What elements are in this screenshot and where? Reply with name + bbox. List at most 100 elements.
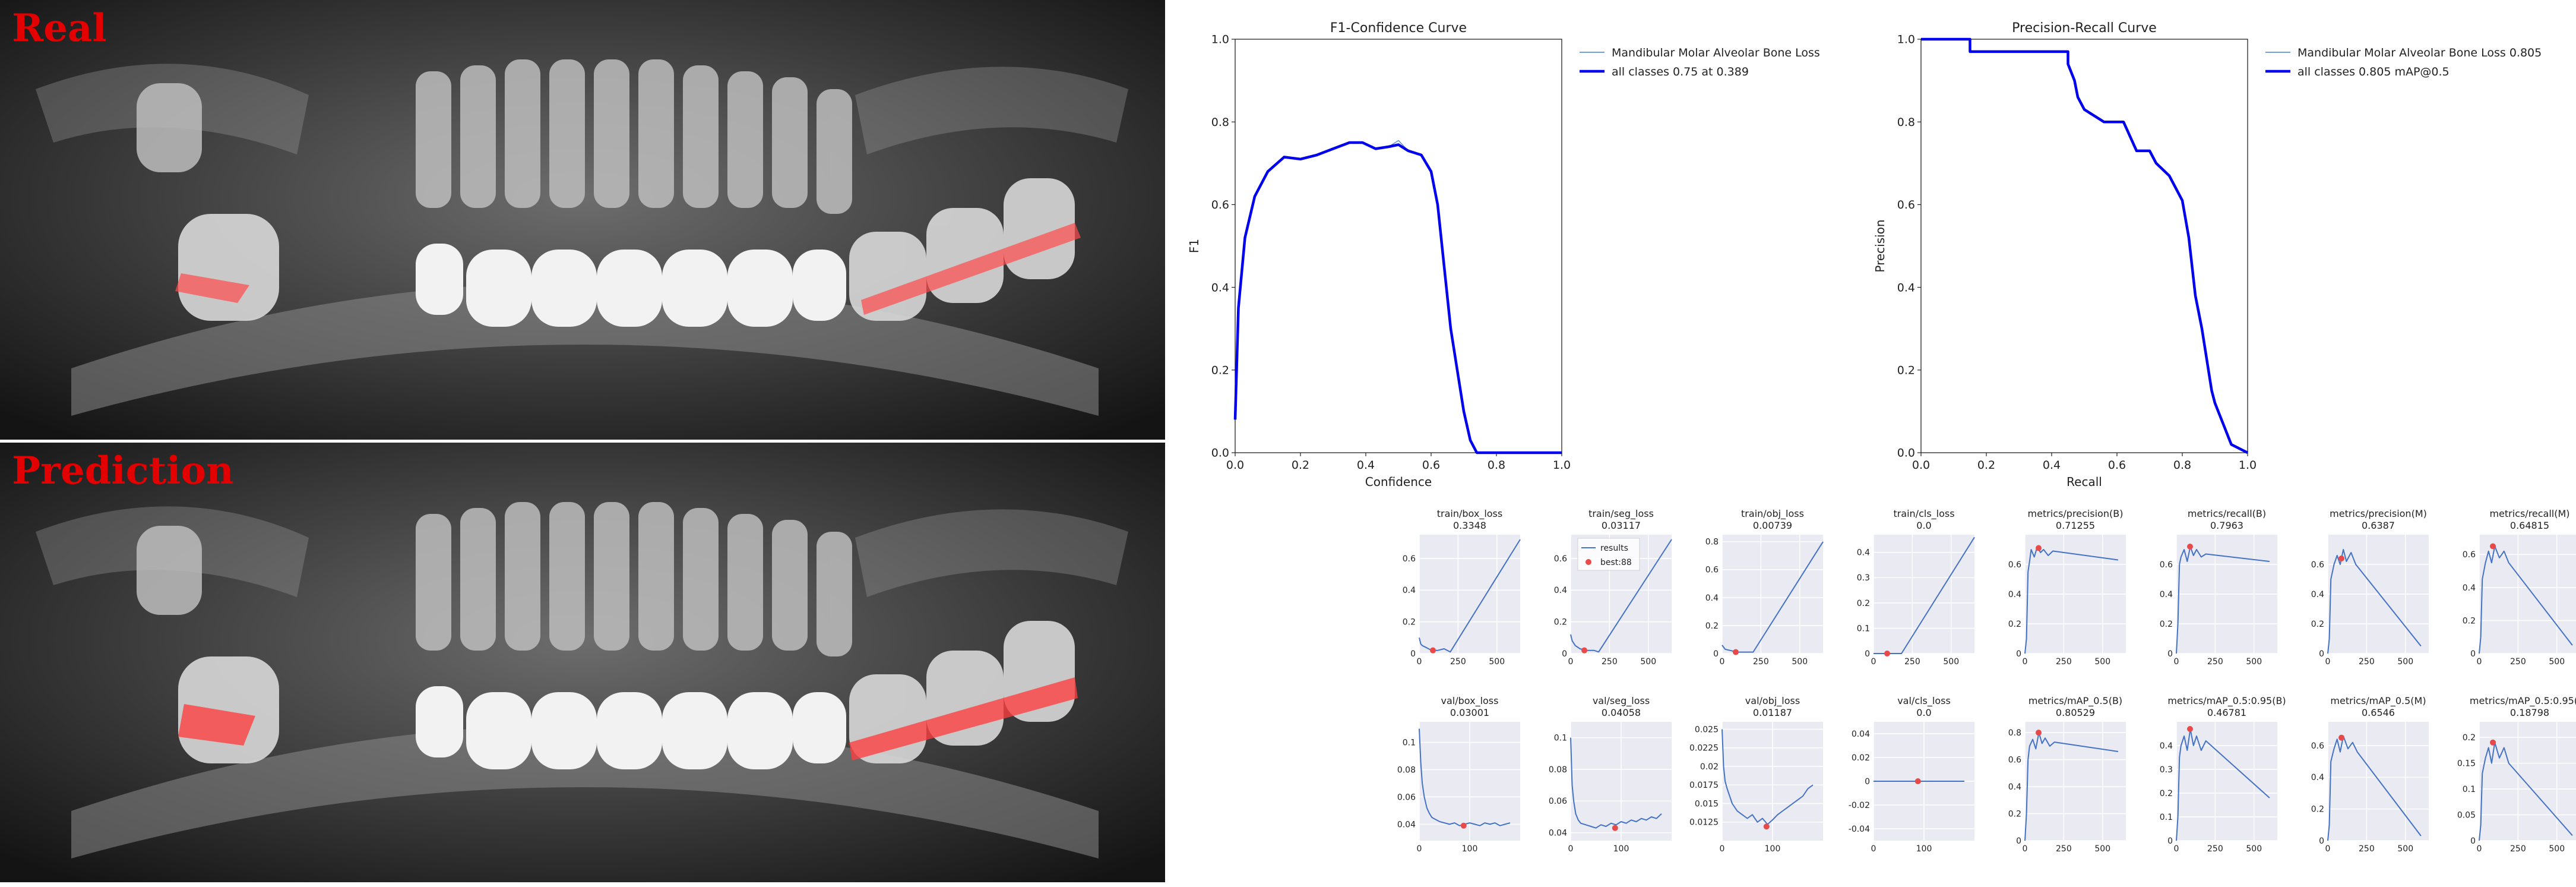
legend-entry-1: all classes 0.805 mAP@0.5: [2297, 65, 2450, 78]
chart-title: F1-Confidence Curve: [1330, 21, 1467, 36]
y-tick-label: 0.1: [2160, 813, 2173, 822]
xray-real-image: [0, 0, 1165, 440]
y-tick-label: 0.06: [1549, 797, 1567, 806]
y-tick-label: 0.4: [2160, 741, 2173, 751]
charts-area: 0.0 0.2 0.4 0.6 0.8 1.0 0.0 0.2 0.4 0.6 0.8 1.0 F1-C…: [1187, 21, 2576, 854]
best-point-marker: [1460, 822, 1467, 829]
x-tick-label: 0.0: [1912, 459, 1930, 472]
y-tick-label: 0.2: [2160, 789, 2173, 798]
y-tick-label: 0.8: [1211, 116, 1229, 129]
y-tick-label: 0: [2470, 649, 2476, 659]
chart-title: metrics/mAP_0.5:0.95(B): [2167, 695, 2286, 707]
x-tick-label: 250: [2207, 844, 2223, 854]
chart-subtitle: 0.0: [1916, 707, 1931, 718]
chart-title: metrics/mAP_0.5(B): [2028, 695, 2122, 707]
bone-loss-mask-left: [175, 273, 249, 303]
y-tick-label: 0.0: [1897, 447, 1915, 460]
y-tick-label: -0.02: [1849, 801, 1870, 810]
best-point-marker: [1581, 647, 1588, 654]
x-tick-label: 500: [2094, 657, 2110, 667]
chart-subtitle: 0.0: [1916, 520, 1931, 531]
chart-17: 0 0.05 0.1 0.15 0.2 0 250 500 metrics/mAP_0.5:0.…: [2457, 695, 2576, 854]
legend-box: [1577, 538, 1640, 571]
x-tick-label: 0.2: [1977, 459, 1995, 472]
y-tick-label: 0.4: [1403, 586, 1416, 595]
chart-subtitle: 0.18798: [2510, 707, 2549, 718]
x-tick-label: 1.0: [2239, 459, 2257, 472]
plot-background: [2176, 722, 2277, 841]
y-tick-label: 0.2: [1554, 618, 1567, 627]
y-tick-label: 0.2: [2463, 733, 2476, 743]
x-tick-label: 0.6: [1422, 459, 1440, 472]
series-line-0: [1874, 536, 1975, 654]
y-tick-label: 0.1: [1554, 734, 1567, 743]
x-tick-label: 500: [1489, 657, 1505, 667]
chart-title: metrics/recall(M): [2489, 508, 2569, 519]
x-tick-label: 100: [1462, 844, 1478, 854]
y-tick-label: 0.2: [2311, 620, 2324, 629]
chart-subtitle: 0.7963: [2210, 520, 2243, 531]
y-tick-label: 0.6: [1211, 198, 1229, 212]
plot-background: [1874, 535, 1974, 654]
best-point-marker: [1763, 823, 1770, 830]
y-tick-label: 0.1: [1857, 624, 1870, 633]
chart-title: metrics/precision(M): [2330, 508, 2427, 519]
chart-subtitle: 0.03001: [1450, 707, 1489, 718]
y-tick-label: 0.02: [1852, 753, 1870, 763]
x-tick-label: 0: [1568, 844, 1574, 854]
y-tick-label: 0.6: [1897, 198, 1915, 212]
x-tick-label: 250: [2359, 844, 2375, 854]
legend-entry-0: Mandibular Molar Alveolar Bone Loss 0.80…: [2297, 46, 2542, 59]
y-tick-label: 0.4: [2008, 590, 2021, 599]
x-tick-label: 0: [2023, 844, 2028, 854]
xray-prediction-panel: Prediction: [0, 443, 1165, 882]
y-tick-label: 0.6: [2311, 560, 2324, 570]
legend-entry-results: results: [1600, 544, 1628, 553]
x-tick-label: 250: [2510, 657, 2526, 667]
best-point-marker: [2338, 734, 2345, 741]
y-tick-label: 0.2: [1705, 621, 1719, 631]
y-tick-label: 0.1: [2463, 785, 2476, 794]
x-tick-label: 500: [2246, 844, 2262, 854]
chart-title: val/obj_loss: [1745, 695, 1800, 707]
plot-background: [1722, 535, 1823, 654]
x-tick-label: 500: [2397, 844, 2413, 854]
x-tick-label: 500: [1792, 657, 1808, 667]
legend-entry-1: all classes 0.75 at 0.389: [1612, 65, 1749, 78]
x-tick-label: 0.0: [1226, 459, 1244, 472]
chart-title: train/box_loss: [1437, 508, 1502, 520]
y-tick-label: 0.015: [1695, 799, 1719, 809]
y-tick-label: 1.0: [1897, 33, 1915, 46]
series-line-0: [1235, 140, 1562, 453]
best-point-marker: [1733, 649, 1739, 655]
best-point-marker: [2036, 545, 2042, 551]
plot-frame: [1920, 39, 2248, 453]
chart-subtitle: 0.80529: [2056, 707, 2095, 718]
x-tick-label: 1.0: [1553, 459, 1571, 472]
bone-loss-mask-right: [861, 223, 1081, 315]
x-tick-label: 500: [2549, 657, 2565, 667]
y-tick-label: 0: [2319, 837, 2324, 846]
chart-title: metrics/mAP_0.5(M): [2330, 695, 2426, 707]
y-tick-label: 0.4: [1897, 281, 1915, 294]
series-line-0: [2176, 546, 2270, 654]
chart-15: 0 0.1 0.2 0.3 0.4 0 250 500 metrics/mAP_0.5:0.95…: [2160, 695, 2286, 854]
y-tick-label: 0: [2319, 649, 2324, 659]
y-tick-label: 0.4: [1211, 281, 1229, 294]
x-tick-label: 500: [2397, 657, 2413, 667]
y-tick-label: 0.2: [2311, 805, 2324, 815]
series-line-0: [2024, 732, 2119, 841]
best-point-marker: [1612, 825, 1618, 831]
y-tick-label: 0: [2016, 649, 2021, 659]
series-line-0: [2327, 736, 2422, 841]
x-tick-label: 0.8: [2173, 459, 2191, 472]
x-tick-label: 0: [2477, 844, 2482, 854]
x-tick-label: 250: [1450, 657, 1466, 667]
y-tick-label: 0.6: [1705, 566, 1719, 575]
series-line-0: [1721, 729, 1814, 825]
y-tick-label: 0: [1410, 649, 1416, 659]
x-tick-label: 500: [2549, 844, 2565, 854]
x-tick-label: 250: [1753, 657, 1769, 667]
y-tick-label: 0.4: [1705, 594, 1719, 603]
